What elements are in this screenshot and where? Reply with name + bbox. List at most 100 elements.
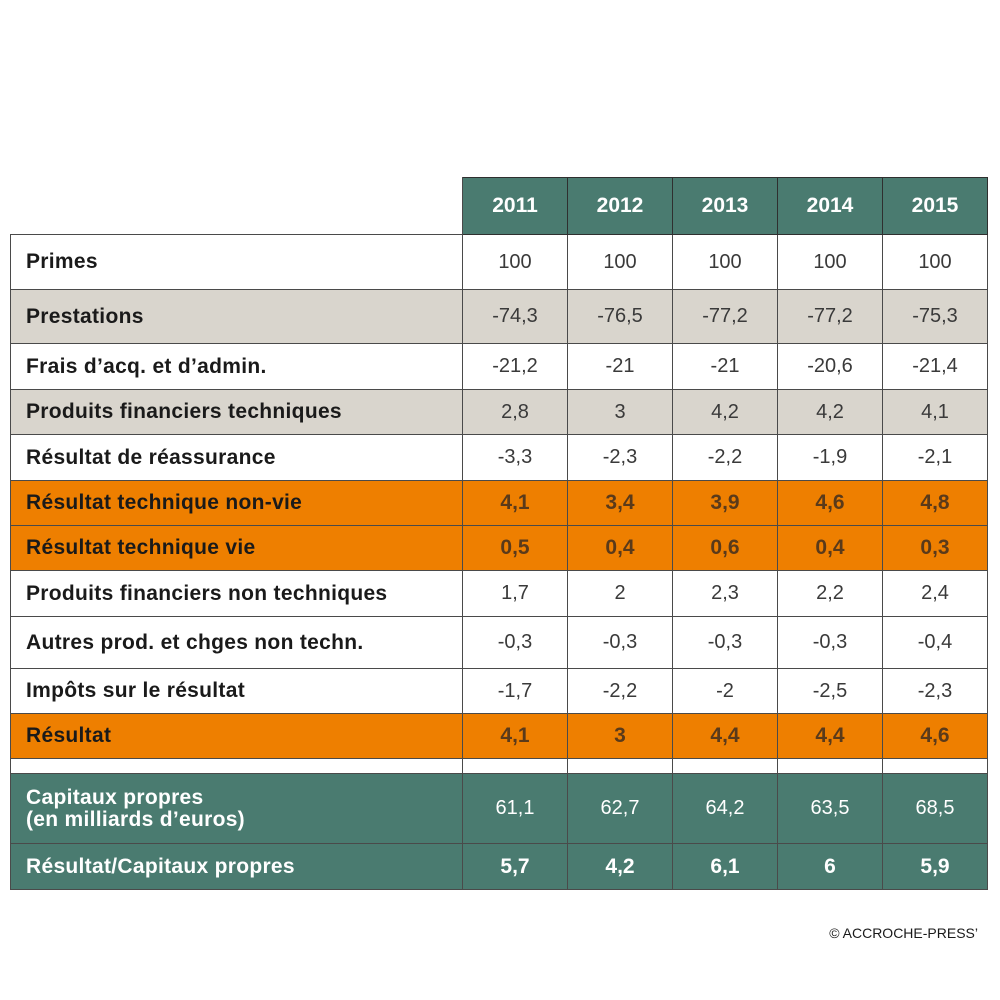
- row-value: 2,4: [882, 570, 988, 617]
- row-label: Résultat technique vie: [10, 525, 463, 571]
- row-value: -0,3: [462, 616, 568, 669]
- ratio-value: 6: [777, 843, 883, 890]
- row-label: Produits financiers techniques: [10, 389, 463, 435]
- row-value: -0,3: [672, 616, 778, 669]
- header-blank-cell: [10, 177, 463, 235]
- row-value: 3: [567, 713, 673, 759]
- row-value: -21: [567, 343, 673, 390]
- capitaux-value: 61,1: [462, 773, 568, 844]
- ratio-row: Résultat/Capitaux propres 5,7 4,2 6,1 6 …: [10, 843, 988, 890]
- row-value: -74,3: [462, 289, 568, 344]
- row-value: -3,3: [462, 434, 568, 481]
- row-value: 1,7: [462, 570, 568, 617]
- row-value: 0,6: [672, 525, 778, 571]
- table-row: Produits financiers non techniques 1,7 2 2,…: [10, 570, 988, 617]
- spacer-row: [10, 758, 988, 774]
- row-value: 0,4: [777, 525, 883, 571]
- capitaux-label-line1: Capitaux propres: [26, 785, 204, 809]
- row-value: 3,4: [567, 480, 673, 526]
- row-value: 4,1: [462, 480, 568, 526]
- row-value: -2,2: [672, 434, 778, 481]
- capitaux-value: 62,7: [567, 773, 673, 844]
- row-value: 0,3: [882, 525, 988, 571]
- year-header: 2013: [672, 177, 778, 235]
- row-value: -2,2: [567, 668, 673, 714]
- table-row: Résultat 4,1 3 4,4 4,4 4,6: [10, 713, 988, 759]
- row-value: -21,4: [882, 343, 988, 390]
- row-value: 100: [462, 234, 568, 290]
- row-value: -21,2: [462, 343, 568, 390]
- row-value: 2,2: [777, 570, 883, 617]
- spacer-cell: [777, 758, 883, 774]
- row-value: 0,5: [462, 525, 568, 571]
- capitaux-propres-label: Capitaux propres (en milliards d’euros): [10, 773, 463, 844]
- row-label: Résultat de réassurance: [10, 434, 463, 481]
- capitaux-value: 68,5: [882, 773, 988, 844]
- row-value: -0,4: [882, 616, 988, 669]
- row-label: Frais d’acq. et d’admin.: [10, 343, 463, 390]
- row-value: -75,3: [882, 289, 988, 344]
- table-row: Impôts sur le résultat -1,7 -2,2 -2 -2,5 -2,3: [10, 668, 988, 714]
- row-value: -1,9: [777, 434, 883, 481]
- row-value: -21: [672, 343, 778, 390]
- row-label: Autres prod. et chges non techn.: [10, 616, 463, 669]
- row-value: 4,6: [882, 713, 988, 759]
- row-value: 3: [567, 389, 673, 435]
- ratio-value: 6,1: [672, 843, 778, 890]
- row-value: 4,4: [777, 713, 883, 759]
- row-value: -2,3: [882, 668, 988, 714]
- row-value: 100: [672, 234, 778, 290]
- row-value: 3,9: [672, 480, 778, 526]
- spacer-cell: [462, 758, 568, 774]
- row-value: 4,6: [777, 480, 883, 526]
- ratio-value: 5,9: [882, 843, 988, 890]
- row-value: 4,1: [882, 389, 988, 435]
- row-value: -76,5: [567, 289, 673, 344]
- spacer-cell: [882, 758, 988, 774]
- year-header-row: 2011 2012 2013 2014 2015: [10, 177, 988, 235]
- capitaux-propres-row: Capitaux propres (en milliards d’euros) …: [10, 773, 988, 844]
- row-label: Résultat: [10, 713, 463, 759]
- row-value: -0,3: [567, 616, 673, 669]
- spacer-cell: [672, 758, 778, 774]
- row-label: Impôts sur le résultat: [10, 668, 463, 714]
- row-value: 2,8: [462, 389, 568, 435]
- year-header: 2011: [462, 177, 568, 235]
- row-label: Produits financiers non techniques: [10, 570, 463, 617]
- row-value: 100: [777, 234, 883, 290]
- capitaux-label-line2: (en milliards d’euros): [26, 807, 245, 831]
- table-body: Primes 100 100 100 100 100 Prestations -74,3 -76…: [10, 234, 988, 890]
- financial-table: 2011 2012 2013 2014 2015 Primes 100 100 100…: [10, 177, 988, 890]
- row-value: 4,1: [462, 713, 568, 759]
- row-value: 2,3: [672, 570, 778, 617]
- row-value: -2,1: [882, 434, 988, 481]
- row-value: -77,2: [777, 289, 883, 344]
- year-header: 2012: [567, 177, 673, 235]
- row-value: 4,2: [777, 389, 883, 435]
- copyright-notice: © ACCROCHE-PRESS’: [829, 925, 978, 941]
- table-row: Primes 100 100 100 100 100: [10, 234, 988, 290]
- table-row: Prestations -74,3 -76,5 -77,2 -77,2 -75,3: [10, 289, 988, 344]
- ratio-value: 5,7: [462, 843, 568, 890]
- ratio-value: 4,2: [567, 843, 673, 890]
- row-label: Prestations: [10, 289, 463, 344]
- spacer-cell: [567, 758, 673, 774]
- row-value: -0,3: [777, 616, 883, 669]
- ratio-label: Résultat/Capitaux propres: [10, 843, 463, 890]
- row-value: 4,8: [882, 480, 988, 526]
- row-value: -2: [672, 668, 778, 714]
- spacer-cell: [10, 758, 463, 774]
- year-header: 2015: [882, 177, 988, 235]
- row-value: -1,7: [462, 668, 568, 714]
- row-label: Primes: [10, 234, 463, 290]
- row-value: -77,2: [672, 289, 778, 344]
- table-row: Produits financiers techniques 2,8 3 4,2 4,2…: [10, 389, 988, 435]
- row-value: 0,4: [567, 525, 673, 571]
- capitaux-value: 63,5: [777, 773, 883, 844]
- row-value: 4,2: [672, 389, 778, 435]
- row-label: Résultat technique non-vie: [10, 480, 463, 526]
- row-value: -2,3: [567, 434, 673, 481]
- row-value: 100: [882, 234, 988, 290]
- table-row: Résultat technique non-vie 4,1 3,4 3,9 4,6 4,…: [10, 480, 988, 526]
- capitaux-value: 64,2: [672, 773, 778, 844]
